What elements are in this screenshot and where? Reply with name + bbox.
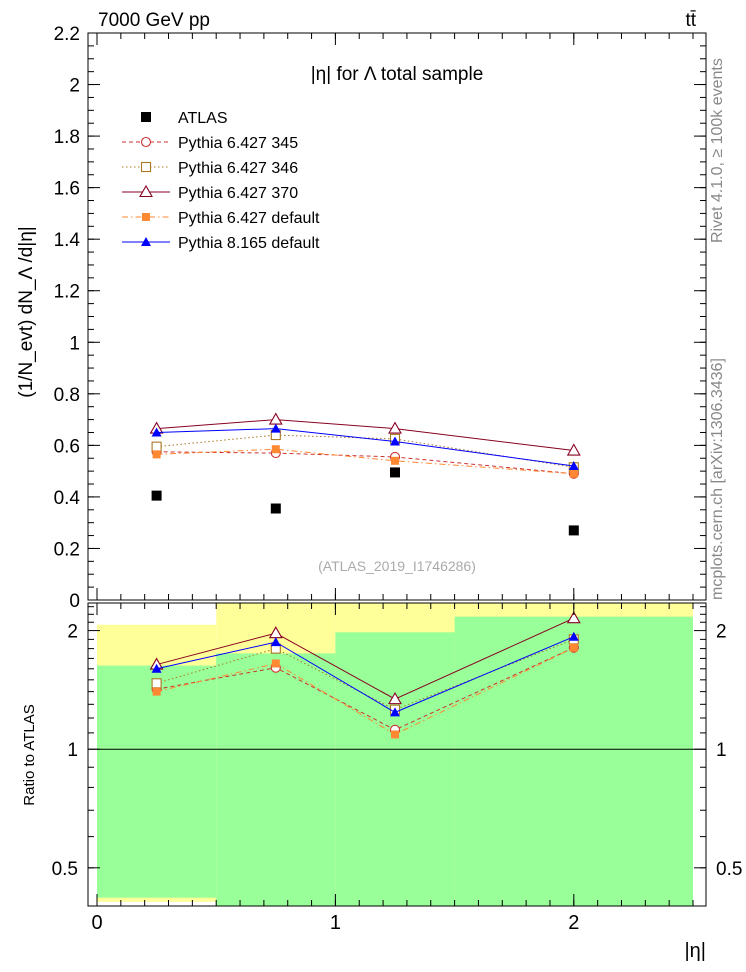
ratio-y-tick-label-right: 0.5 bbox=[716, 859, 742, 880]
rivet-label: Rivet 4.1.0, ≥ 100k events bbox=[709, 58, 726, 243]
uncertainty-band-green bbox=[454, 616, 693, 906]
ratio-plot-frame bbox=[87, 602, 707, 907]
ratio-y-tick-label: 1 bbox=[67, 740, 78, 761]
y-axis-label: (1/N_evt) dN_Λ /d|η| bbox=[16, 226, 37, 397]
y-tick-label: 0 bbox=[69, 591, 80, 612]
process-label: tt̄ bbox=[685, 10, 696, 31]
series-line-p6default bbox=[156, 448, 574, 475]
legend-label-atlas: ATLAS bbox=[178, 110, 228, 127]
legend-label-p6default: Pythia 6.427 default bbox=[178, 210, 320, 227]
ratio-line-p370 bbox=[156, 617, 575, 700]
ratio-y-tick-label-right: 1 bbox=[716, 740, 727, 761]
ratio-y-tick-label: 2 bbox=[67, 622, 78, 643]
ratio-point-p8default bbox=[151, 663, 162, 673]
legend-label-p346: Pythia 6.427 346 bbox=[178, 160, 298, 177]
x-tick-label: 1 bbox=[330, 912, 341, 934]
ratio-point-p6default bbox=[271, 659, 280, 668]
ratio-line-p345 bbox=[156, 647, 575, 731]
analysis-watermark: (ATLAS_2019_I1746286) bbox=[318, 558, 476, 574]
data-point-p370 bbox=[268, 412, 283, 425]
legend-label-p8default: Pythia 8.165 default bbox=[178, 235, 320, 252]
data-point-p8default bbox=[568, 460, 579, 470]
energy-label: 7000 GeV pp bbox=[98, 10, 210, 31]
legend-label-p345: Pythia 6.427 345 bbox=[178, 135, 298, 152]
y-tick-label: 1.8 bbox=[54, 127, 80, 148]
data-point-p8default bbox=[390, 436, 400, 446]
ratio-point-p370 bbox=[388, 692, 402, 705]
y-tick-label: 1.2 bbox=[54, 282, 80, 303]
uncertainty-band-green bbox=[335, 632, 455, 906]
data-point-p6default bbox=[391, 456, 399, 465]
ratio-point-p8default bbox=[390, 707, 400, 717]
ratio-plot: 0.5 0.5 1 1 2 2 0 1 2 Ratio to ATLAS |η| bbox=[21, 602, 742, 962]
data-point-p6default bbox=[271, 445, 280, 454]
legend-marker-atlas bbox=[141, 112, 151, 122]
data-point-p8default bbox=[270, 423, 281, 433]
plot-title: |η| for Λ total sample bbox=[311, 64, 484, 85]
ratio-point-p370 bbox=[566, 611, 581, 624]
y-tick-label: 2.2 bbox=[54, 24, 80, 45]
y-tick-label: 0.2 bbox=[54, 539, 80, 560]
ratio-point-p8default bbox=[568, 631, 579, 641]
legend: ATLAS Pythia 6.427 345 Pythia 6.427 346 Pyt… bbox=[122, 110, 320, 252]
ratio-y-tick-label: 0.5 bbox=[52, 859, 78, 880]
main-plot: 0 0.2 0.4 0.6 0.8 1 1.2 1.4 1.6 1.8 2 2.2 |η| for Λ… bbox=[16, 24, 707, 612]
ratio-y-tick-label-right: 2 bbox=[716, 622, 727, 643]
data-point-p346 bbox=[151, 441, 162, 452]
series-line-p8default bbox=[156, 428, 574, 467]
legend-marker-p8default bbox=[141, 237, 151, 246]
data-point-p370 bbox=[388, 421, 402, 434]
ratio-line-p8default bbox=[156, 636, 574, 713]
y-tick-label: 0.8 bbox=[54, 385, 80, 406]
data-point-atlas bbox=[270, 503, 281, 514]
legend-marker-p6default bbox=[142, 213, 150, 221]
series-line-p346 bbox=[156, 434, 574, 468]
data-point-atlas bbox=[151, 490, 162, 501]
ratio-point-p6default bbox=[152, 687, 161, 696]
y-tick-label: 1.4 bbox=[54, 230, 81, 251]
series-line-p345 bbox=[156, 451, 574, 475]
x-tick-label: 0 bbox=[91, 912, 102, 934]
y-tick-label: 1.6 bbox=[54, 179, 80, 200]
ratio-point-p6default bbox=[569, 643, 578, 652]
legend-label-p370: Pythia 6.427 370 bbox=[178, 185, 298, 202]
ratio-point-p8default bbox=[270, 637, 281, 647]
data-point-atlas bbox=[568, 525, 579, 536]
y-tick-label: 0.4 bbox=[54, 488, 81, 509]
y-tick-label: 1 bbox=[69, 333, 80, 354]
data-point-p6default bbox=[569, 469, 578, 478]
data-point-atlas bbox=[390, 467, 400, 478]
x-tick-label: 2 bbox=[568, 912, 579, 934]
y-tick-label: 2 bbox=[69, 76, 80, 97]
uncertainty-band-green bbox=[216, 653, 336, 906]
x-axis-label: |η| bbox=[684, 940, 706, 962]
y-tick-label: 0.6 bbox=[54, 436, 80, 457]
series-line-p370 bbox=[156, 419, 574, 452]
data-point-p8default bbox=[151, 427, 162, 437]
data-point-p6default bbox=[152, 450, 161, 459]
legend-marker-p346 bbox=[140, 161, 152, 173]
ratio-point-p346 bbox=[151, 678, 162, 689]
data-point-p370 bbox=[566, 443, 581, 456]
mcplots-label: mcplots.cern.ch [arXiv:1306.3436] bbox=[709, 358, 726, 600]
ratio-point-p6default bbox=[391, 730, 399, 739]
uncertainty-band-green bbox=[97, 665, 217, 898]
legend-marker-p345 bbox=[140, 136, 152, 148]
ratio-y-axis-label: Ratio to ATLAS bbox=[21, 704, 38, 805]
legend-marker-p370 bbox=[139, 184, 153, 198]
ratio-line-p6default bbox=[156, 647, 575, 736]
